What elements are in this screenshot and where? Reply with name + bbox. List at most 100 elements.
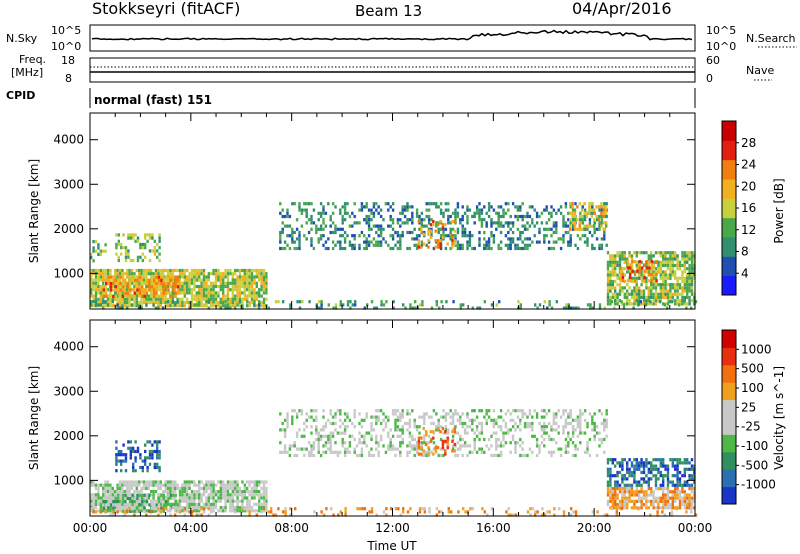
nsky-panel: [89, 24, 696, 52]
scatter-cell: [399, 450, 402, 454]
scatter-cell: [669, 260, 672, 264]
scatter-cell: [291, 230, 294, 235]
scatter-cell: [200, 507, 203, 511]
scatter-cell: [153, 285, 156, 289]
scatter-cell: [106, 268, 110, 273]
scatter-cell: [236, 480, 239, 484]
scatter-cell: [241, 496, 244, 500]
scatter-cell: [114, 272, 117, 276]
scatter-cell: [429, 235, 433, 240]
scatter-cell: [97, 272, 100, 276]
scatter-cell: [598, 246, 601, 251]
scatter-cell: [562, 306, 566, 310]
scatter-cell: [265, 275, 268, 279]
scatter-cell: [193, 499, 196, 503]
scatter-cell: [676, 286, 679, 290]
scatter-cell: [519, 214, 522, 219]
scatter-cell: [564, 221, 568, 225]
scatter-cell: [150, 480, 153, 484]
scatter-cell: [511, 230, 515, 235]
scatter-cell: [609, 490, 612, 494]
scatter-cell: [418, 227, 421, 231]
scatter-cell: [571, 218, 575, 222]
scatter-cell: [109, 297, 112, 301]
scatter-cell: [611, 493, 614, 497]
scatter-cell: [169, 509, 172, 513]
scatter-cell: [571, 227, 575, 231]
scatter-cell: [552, 208, 556, 212]
scatter-cell: [623, 254, 626, 258]
scatter-cell: [686, 302, 689, 306]
scatter-cell: [519, 205, 522, 209]
scatter-cell: [674, 499, 677, 503]
scatter-cell: [647, 480, 650, 484]
scatter-cell: [336, 450, 340, 454]
scatter-cell: [609, 295, 612, 300]
scatter-cell: [450, 510, 453, 514]
scatter-cell: [540, 441, 544, 445]
scatter-cell: [171, 486, 174, 490]
scatter-cell: [355, 221, 359, 225]
scatter-cell: [279, 234, 282, 238]
scatter-cell: [586, 227, 589, 231]
scatter-cell: [385, 300, 388, 304]
scatter-cell: [674, 299, 677, 303]
scatter-cell: [303, 428, 306, 432]
scatter-cell: [588, 218, 592, 222]
scatter-cell: [231, 272, 234, 276]
scatter-cell: [94, 506, 98, 510]
scatter-cell: [176, 300, 179, 304]
scatter-cell: [205, 502, 208, 506]
scatter-cell: [222, 300, 225, 305]
scatter-cell: [693, 276, 696, 280]
scatter-cell: [540, 221, 544, 225]
scatter-cell: [451, 219, 454, 224]
scatter-cell: [654, 499, 658, 503]
beam-label: Beam 13: [355, 2, 422, 20]
scatter-cell: [214, 502, 218, 506]
scatter-cell: [255, 483, 258, 487]
scatter-cell: [654, 506, 658, 510]
scatter-cell: [630, 474, 634, 478]
scatter-cell: [683, 499, 686, 503]
scatter-cell: [178, 493, 182, 497]
scatter-cell: [600, 437, 604, 442]
scatter-cell: [693, 260, 696, 264]
scatter-cell: [502, 214, 505, 219]
scatter-cell: [471, 418, 474, 422]
scatter-cell: [693, 295, 696, 300]
scatter-cell: [635, 299, 638, 303]
scatter-cell: [497, 246, 500, 251]
scatter-cell: [144, 242, 147, 247]
scatter-cell: [198, 291, 201, 295]
scatter-cell: [480, 409, 484, 413]
scatter-cell: [642, 279, 646, 284]
scatter-cell: [657, 458, 660, 462]
scatter-cell: [248, 513, 251, 517]
scatter-cell: [147, 486, 150, 490]
scatter-cell: [148, 453, 152, 457]
scatter-cell: [305, 202, 308, 206]
scatter-cell: [504, 202, 508, 206]
scatter-cell: [571, 211, 574, 215]
scatter-cell: [399, 234, 402, 238]
scatter-cell: [150, 291, 153, 295]
scatter-cell: [686, 493, 689, 497]
scatter-cell: [114, 278, 117, 282]
scatter-cell: [121, 483, 124, 487]
scatter-cell: [128, 486, 131, 490]
scatter-cell: [688, 295, 691, 300]
scatter-cell: [140, 297, 143, 301]
scatter-cell: [119, 288, 122, 292]
scatter-cell: [121, 506, 124, 510]
scatter-cell: [109, 282, 113, 286]
scatter-cell: [97, 496, 100, 500]
scatter-cell: [141, 242, 144, 247]
scatter-cell: [690, 487, 694, 491]
scatter-cell: [516, 409, 520, 413]
scatter-cell: [322, 450, 325, 454]
scatter-cell: [562, 431, 565, 435]
scatter-cell: [200, 272, 203, 276]
scatter-cell: [690, 270, 694, 274]
scatter-cell: [190, 490, 194, 494]
